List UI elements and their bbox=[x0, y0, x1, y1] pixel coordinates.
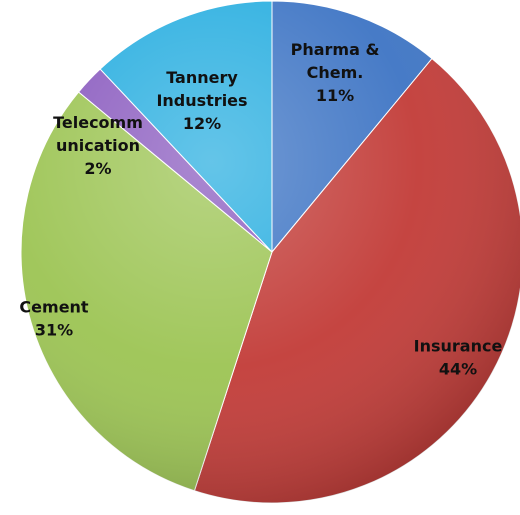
slice-label-insurance: Insurance 44% bbox=[414, 337, 503, 379]
slice-name-tannery-industries: Industries bbox=[156, 91, 247, 110]
slice-value-insurance: 44% bbox=[439, 360, 477, 379]
pie-slices bbox=[20, 0, 520, 504]
slice-name-cement: Cement bbox=[19, 298, 89, 317]
slice-label-pharma-chem: Pharma & Chem. 11% bbox=[291, 40, 380, 105]
slice-value-tannery-industries: 12% bbox=[183, 114, 221, 133]
slice-label-telecomm-unication: Telecomm unication 2% bbox=[53, 113, 143, 178]
slice-name-pharma-chem: Pharma & bbox=[291, 40, 380, 59]
pie-labels: Pharma & Chem. 11% Insurance 44% Cement 31% Tel… bbox=[19, 40, 502, 379]
slice-name-pharma-chem: Chem. bbox=[307, 63, 364, 82]
slice-value-pharma-chem: 11% bbox=[316, 86, 354, 105]
slice-value-telecomm-unication: 2% bbox=[84, 159, 111, 178]
slice-label-tannery-industries: Tannery Industries 12% bbox=[156, 68, 247, 133]
slice-name-telecomm-unication: unication bbox=[56, 136, 140, 155]
slice-name-tannery-industries: Tannery bbox=[166, 68, 238, 87]
slice-name-insurance: Insurance bbox=[414, 337, 503, 356]
slice-label-cement: Cement 31% bbox=[19, 298, 89, 340]
slice-name-telecomm-unication: Telecomm bbox=[53, 113, 143, 132]
slice-value-cement: 31% bbox=[35, 321, 73, 340]
